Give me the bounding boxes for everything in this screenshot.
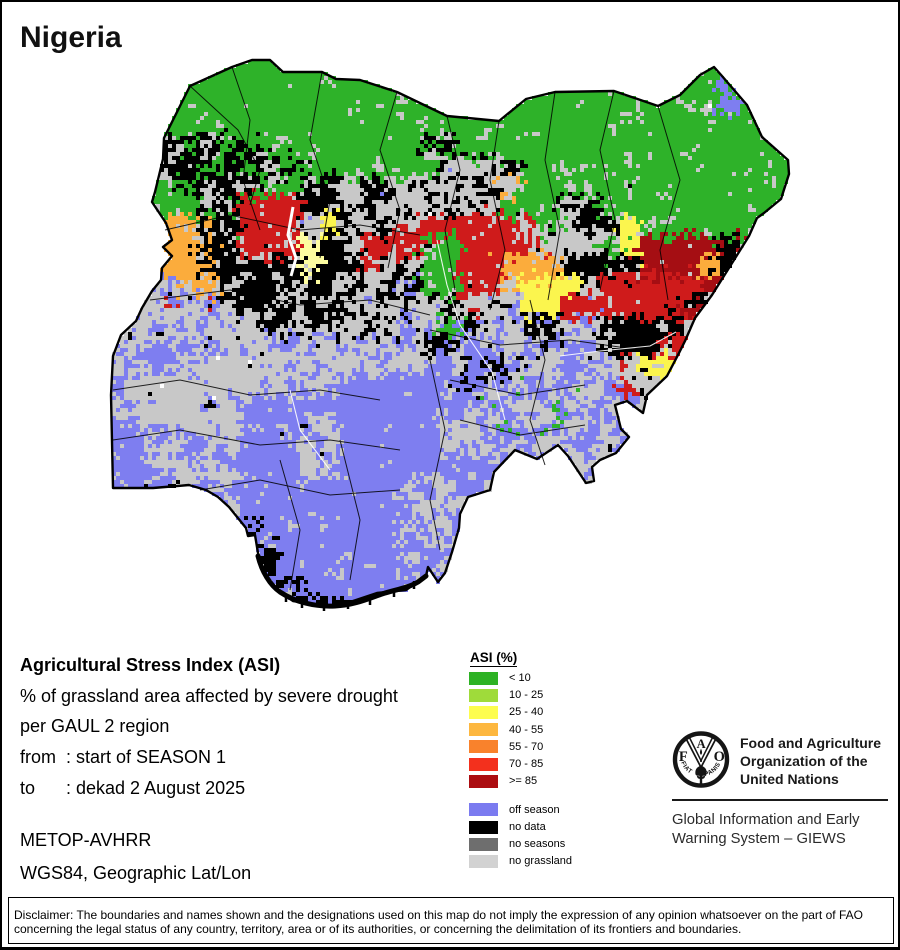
svg-text:F: F bbox=[679, 749, 688, 765]
svg-text:O: O bbox=[714, 749, 725, 765]
svg-text:A: A bbox=[697, 737, 706, 751]
